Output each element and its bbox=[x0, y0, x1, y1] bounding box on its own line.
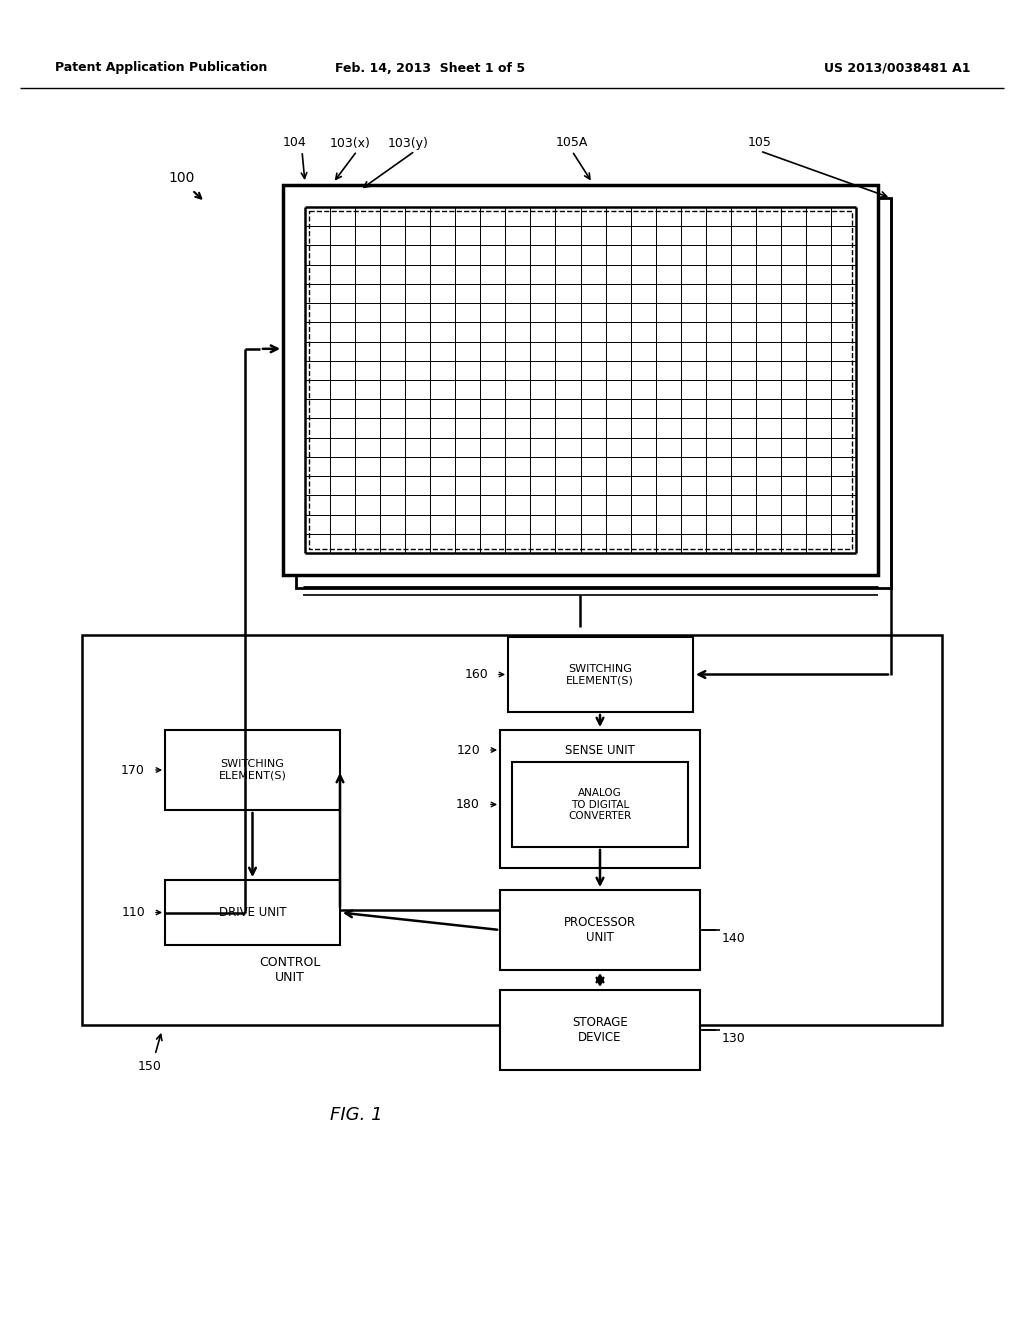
Bar bbox=[512, 762, 688, 847]
Text: 170: 170 bbox=[121, 763, 145, 776]
Text: PROCESSOR
UNIT: PROCESSOR UNIT bbox=[564, 916, 636, 944]
Text: 150: 150 bbox=[138, 1060, 162, 1073]
Text: 120: 120 bbox=[457, 743, 480, 756]
Text: SWITCHING
ELEMENT(S): SWITCHING ELEMENT(S) bbox=[218, 759, 287, 781]
Text: DRIVE UNIT: DRIVE UNIT bbox=[219, 906, 287, 919]
Text: ANALOG
TO DIGITAL
CONVERTER: ANALOG TO DIGITAL CONVERTER bbox=[568, 788, 632, 821]
Text: 103(x): 103(x) bbox=[330, 136, 371, 149]
Bar bbox=[82, 635, 942, 1026]
Text: 100: 100 bbox=[168, 172, 195, 185]
Text: Feb. 14, 2013  Sheet 1 of 5: Feb. 14, 2013 Sheet 1 of 5 bbox=[335, 62, 525, 74]
Text: FIG. 1: FIG. 1 bbox=[330, 1106, 383, 1125]
Text: 110: 110 bbox=[121, 906, 145, 919]
Text: 180: 180 bbox=[456, 799, 480, 810]
Text: Patent Application Publication: Patent Application Publication bbox=[55, 62, 267, 74]
Bar bbox=[500, 730, 700, 869]
Text: SENSE UNIT: SENSE UNIT bbox=[565, 743, 635, 756]
Bar bbox=[309, 211, 852, 549]
Text: US 2013/0038481 A1: US 2013/0038481 A1 bbox=[823, 62, 970, 74]
Bar bbox=[500, 890, 700, 970]
Text: SWITCHING
ELEMENT(S): SWITCHING ELEMENT(S) bbox=[566, 664, 634, 685]
Text: 105A: 105A bbox=[556, 136, 588, 149]
Bar bbox=[165, 880, 340, 945]
Text: 105: 105 bbox=[749, 136, 772, 149]
Text: 103(y): 103(y) bbox=[387, 136, 428, 149]
Text: CONTROL
UNIT: CONTROL UNIT bbox=[259, 956, 321, 983]
Text: 130: 130 bbox=[721, 1031, 745, 1044]
Text: STORAGE
DEVICE: STORAGE DEVICE bbox=[572, 1016, 628, 1044]
Bar bbox=[508, 638, 693, 711]
Text: 104: 104 bbox=[283, 136, 307, 149]
Text: 140: 140 bbox=[721, 932, 745, 945]
Bar bbox=[165, 730, 340, 810]
Text: 160: 160 bbox=[464, 668, 488, 681]
Bar bbox=[296, 198, 891, 587]
Bar bbox=[500, 990, 700, 1071]
Bar bbox=[283, 185, 878, 576]
